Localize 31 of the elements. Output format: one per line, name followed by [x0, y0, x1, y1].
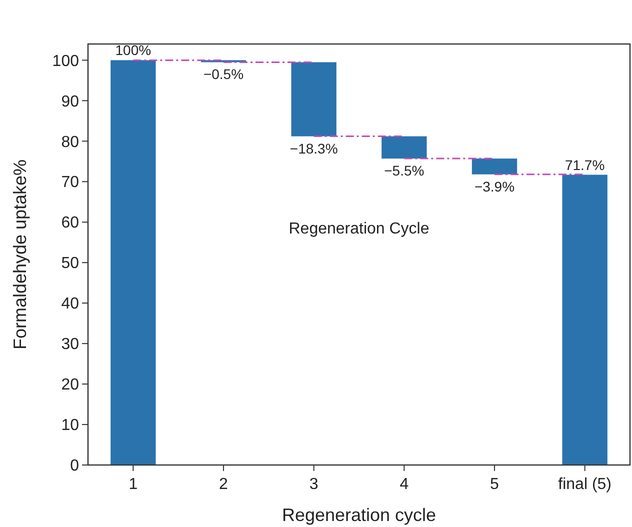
bar — [382, 136, 427, 159]
x-tick-label: 4 — [400, 476, 409, 493]
y-tick-label: 80 — [61, 134, 80, 151]
y-tick-label: 50 — [61, 255, 80, 272]
y-tick-label: 70 — [61, 174, 80, 192]
bar — [562, 174, 608, 465]
data-label: −3.9% — [474, 178, 515, 194]
x-tick-label: 5 — [490, 476, 500, 493]
data-label: −5.5% — [384, 162, 424, 179]
y-tick-label: 60 — [61, 214, 80, 232]
y-tick-label: 90 — [61, 93, 80, 110]
annotation: Regeneration Cycle — [288, 220, 430, 238]
y-axis-title: Formaldehyde uptake% — [10, 159, 30, 350]
y-tick-label: 10 — [61, 417, 80, 434]
bar — [291, 62, 336, 136]
x-tick-label: final (5) — [558, 476, 612, 493]
x-axis-title: Regeneration cycle — [282, 505, 436, 525]
data-label: 100% — [115, 42, 152, 58]
y-tick-label: 100 — [52, 52, 80, 70]
y-tick-label: 0 — [70, 458, 80, 475]
y-tick-label: 40 — [61, 296, 80, 313]
x-tick-label: 2 — [219, 476, 228, 493]
data-label: 71.7% — [564, 156, 605, 173]
bar — [472, 158, 518, 174]
data-label: −18.3% — [290, 140, 338, 156]
bar — [110, 60, 156, 465]
y-tick-label: 20 — [61, 376, 80, 394]
y-tick-label: 30 — [61, 336, 80, 354]
x-tick-label: 3 — [309, 476, 318, 493]
x-tick-label: 1 — [128, 476, 138, 493]
data-label: −0.5% — [203, 66, 244, 82]
